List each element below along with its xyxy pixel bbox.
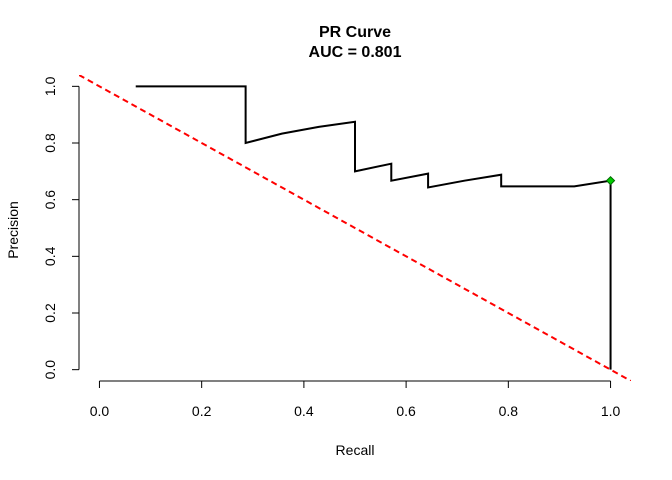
y-tick-label: 0.0: [42, 360, 58, 380]
x-tick-label: 0.0: [90, 403, 110, 419]
chart-subtitle: AUC = 0.801: [309, 44, 402, 61]
plot-area: [79, 75, 631, 381]
x-axis-label: Recall: [336, 442, 375, 458]
y-tick-label: 0.6: [42, 190, 58, 210]
x-tick-label: 0.8: [499, 403, 519, 419]
x-tick-label: 0.2: [192, 403, 212, 419]
baseline-dashed-line: [79, 75, 631, 381]
x-tick-label: 0.4: [294, 403, 314, 419]
y-tick-label: 0.4: [42, 246, 58, 266]
x-tick-label: 0.6: [396, 403, 416, 419]
y-tick-label: 0.8: [42, 133, 58, 153]
y-axis-label: Precision: [5, 201, 21, 259]
axes: 0.0 0.2 0.4 0.6 0.8 1.0 0.0 0.2 0.4 0.6 0.8 1.0: [42, 76, 620, 419]
x-tick-label: 1.0: [601, 403, 621, 419]
operating-point-marker: [605, 175, 616, 186]
pr-curve-line: [135, 85, 612, 370]
y-tick-label: 0.2: [42, 303, 58, 323]
chart-title: PR Curve: [319, 24, 391, 41]
y-tick-label: 1.0: [42, 76, 58, 96]
